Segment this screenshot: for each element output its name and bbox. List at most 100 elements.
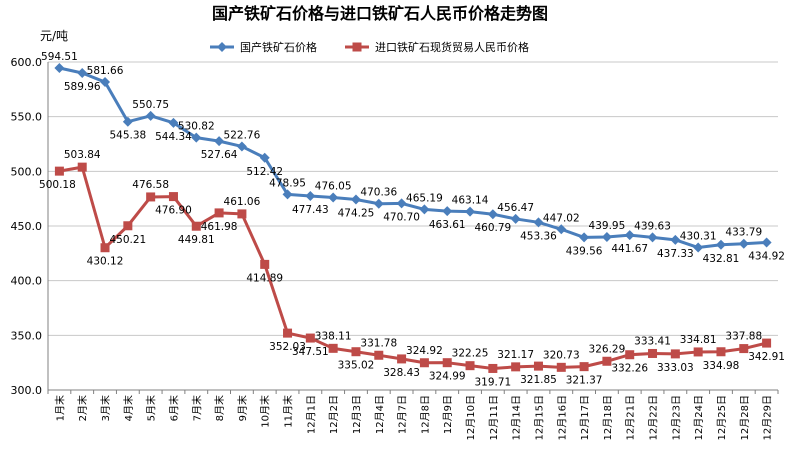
x-tick-label: 12月2日	[328, 395, 340, 434]
data-point-import	[168, 192, 178, 202]
data-label-import: 321.17	[497, 349, 534, 361]
data-point-domestic	[601, 231, 612, 242]
data-label-domestic: 581.66	[87, 65, 124, 77]
data-point-import	[465, 361, 475, 371]
data-label-import: 328.43	[383, 367, 420, 379]
data-point-domestic	[510, 213, 521, 224]
x-tick-label: 12月25日	[716, 395, 728, 440]
x-tick-label: 12月7日	[397, 395, 409, 434]
data-label-import: 461.98	[201, 221, 238, 233]
x-tick-label: 12月10日	[465, 395, 477, 440]
x-tick-label: 9月末	[236, 395, 249, 421]
data-label-domestic: 522.76	[224, 129, 261, 141]
data-label-domestic: 545.38	[109, 130, 146, 142]
x-tick-label: 12月4日	[374, 395, 386, 434]
x-tick-label: 10月末	[259, 395, 272, 428]
x-tick-label: 12月18日	[602, 395, 614, 440]
data-point-domestic	[533, 217, 544, 228]
data-point-import	[762, 338, 772, 348]
data-label-domestic: 456.47	[497, 202, 534, 214]
data-point-domestic	[693, 242, 704, 253]
data-label-layer: 594.51 589.96 581.66 545.38 550.75 544.34530.…	[39, 51, 785, 388]
data-point-domestic	[670, 234, 681, 245]
data-point-domestic	[487, 209, 498, 220]
y-axis-unit-label: 元/吨	[40, 29, 68, 43]
data-label-domestic: 439.56	[566, 245, 603, 257]
x-tick-label: 8月末	[213, 395, 226, 421]
data-point-import	[54, 166, 64, 176]
data-point-import	[419, 358, 429, 368]
grid-layer	[48, 61, 778, 391]
data-label-import: 322.25	[452, 348, 489, 360]
data-point-import	[625, 350, 635, 360]
data-point-import	[739, 344, 749, 354]
data-label-domestic: 460.79	[474, 222, 511, 234]
data-point-domestic	[145, 110, 156, 121]
data-label-domestic: 463.14	[452, 195, 489, 207]
x-tick-label: 7月末	[190, 395, 203, 421]
data-point-import	[283, 328, 293, 338]
data-point-domestic	[122, 116, 133, 127]
data-label-domestic: 432.81	[703, 253, 740, 265]
data-label-domestic: 439.63	[634, 220, 671, 232]
data-point-import	[100, 243, 110, 253]
data-point-domestic	[236, 141, 247, 152]
data-point-domestic	[54, 63, 65, 74]
data-label-domestic: 447.02	[543, 212, 580, 224]
data-point-domestic	[715, 239, 726, 250]
data-point-domestic	[191, 132, 202, 143]
data-label-domestic: 474.25	[338, 207, 375, 219]
data-point-import	[374, 350, 384, 360]
data-label-import: 321.37	[566, 375, 603, 387]
data-label-import: 321.85	[520, 374, 557, 386]
data-point-domestic	[761, 237, 772, 248]
data-point-domestic	[419, 204, 430, 215]
x-tick-label: 3月末	[99, 395, 112, 421]
data-point-domestic	[350, 194, 361, 205]
data-label-import: 324.99	[429, 371, 466, 383]
data-label-domestic: 453.36	[520, 230, 557, 242]
data-label-import: 449.81	[178, 234, 215, 246]
legend-label-import: 进口铁矿石现货贸易人民币价格	[375, 40, 529, 54]
x-tick-label: 12月28日	[739, 395, 751, 440]
data-label-domestic: 477.43	[292, 204, 329, 216]
data-label-import: 500.18	[39, 179, 76, 191]
data-label-import: 332.26	[611, 363, 648, 375]
data-point-import	[191, 221, 201, 231]
x-tick-label: 5月末	[145, 395, 158, 421]
legend-marker	[217, 42, 227, 52]
data-point-import	[305, 333, 315, 343]
data-label-import: 319.71	[474, 376, 511, 388]
data-label-import: 334.81	[680, 334, 717, 346]
data-label-domestic: 550.75	[132, 99, 169, 111]
data-point-import	[488, 363, 498, 373]
data-point-domestic	[100, 77, 111, 88]
data-point-domestic	[396, 198, 407, 209]
data-point-import	[351, 347, 361, 357]
legend: 国产铁矿石价格 进口铁矿石现货贸易人民币价格	[210, 40, 529, 54]
y-tick-label: 400.0	[11, 275, 43, 288]
data-label-domestic: 470.36	[360, 187, 397, 199]
data-label-domestic: 478.95	[269, 177, 306, 189]
legend-marker	[352, 42, 362, 52]
data-point-domestic	[442, 206, 453, 217]
data-point-import	[579, 362, 589, 372]
data-label-import: 333.41	[634, 335, 671, 347]
data-point-import	[397, 354, 407, 364]
data-label-import: 338.11	[315, 330, 352, 342]
series-layer	[54, 63, 772, 373]
data-label-domestic: 527.64	[201, 149, 238, 161]
data-point-import	[237, 209, 247, 219]
data-point-domestic	[624, 230, 635, 241]
data-label-domestic: 476.05	[315, 181, 352, 193]
data-label-import: 352.03	[269, 341, 306, 353]
data-label-import: 334.98	[703, 360, 740, 372]
data-label-import: 324.92	[406, 345, 443, 357]
x-tick-label: 12月11日	[488, 395, 500, 440]
chart-title: 国产铁矿石价格与进口铁矿石人民币价格走势图	[212, 4, 548, 23]
data-label-import: 326.29	[589, 343, 626, 355]
data-label-domestic: 441.67	[611, 243, 648, 255]
x-tick-label: 12月8日	[419, 395, 431, 434]
